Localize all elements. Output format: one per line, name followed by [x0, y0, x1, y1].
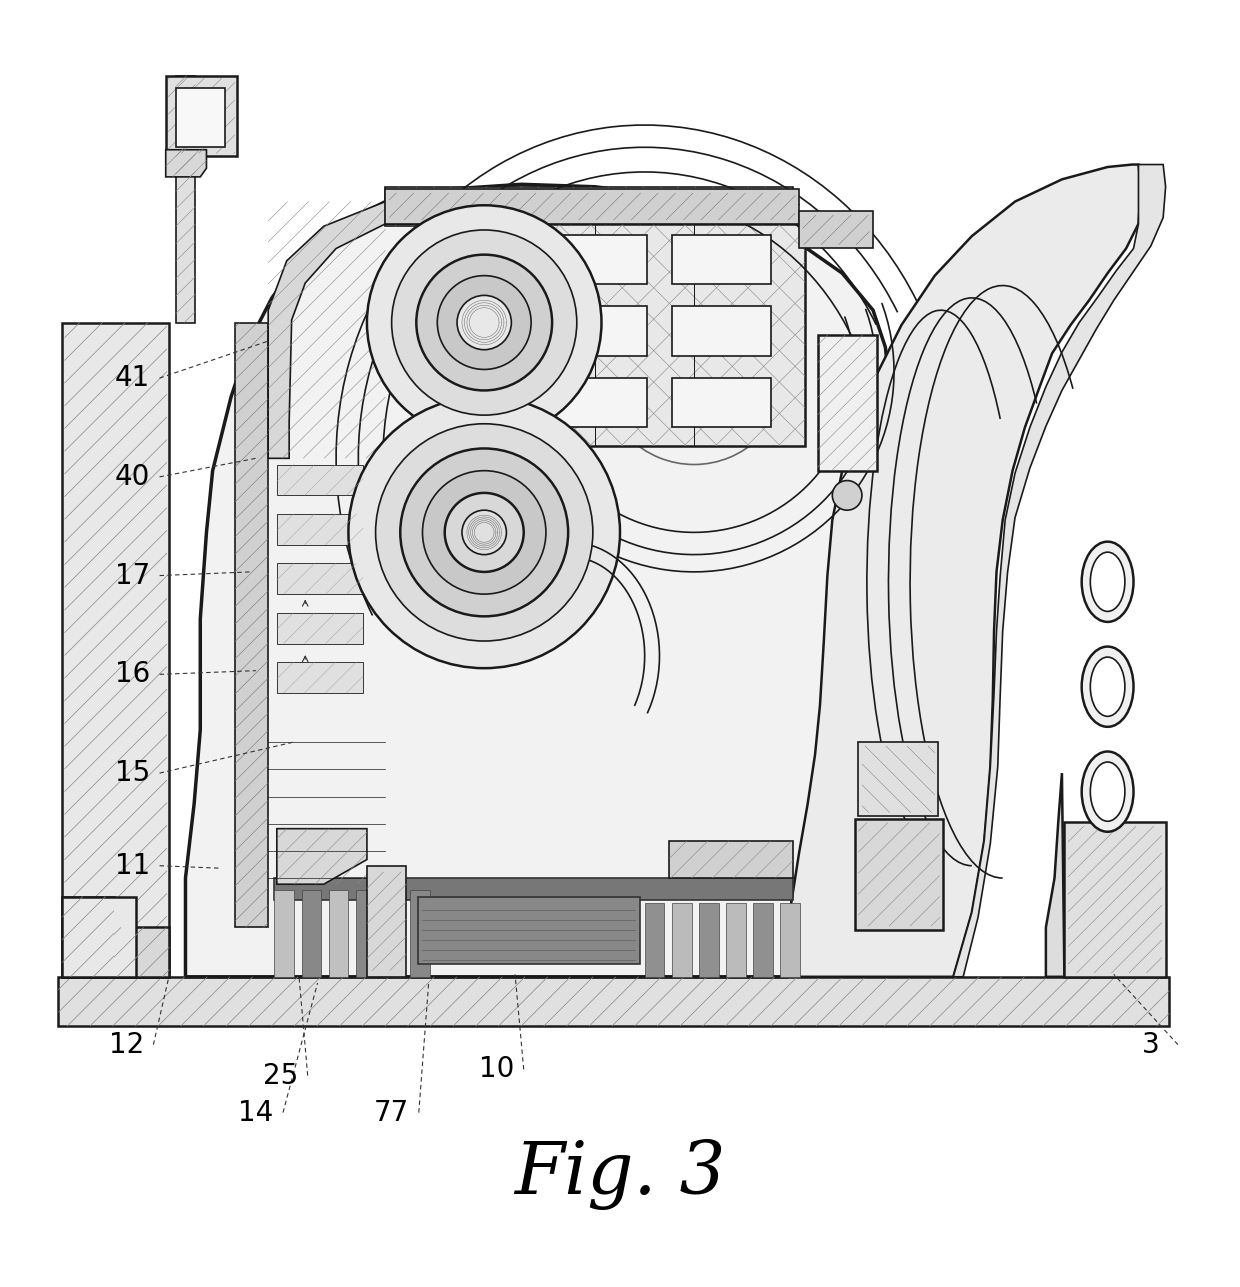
Circle shape: [367, 205, 601, 440]
Text: 17: 17: [115, 561, 150, 589]
Bar: [699, 902, 719, 977]
Circle shape: [417, 255, 552, 390]
Text: 10: 10: [479, 1055, 515, 1084]
Bar: [274, 891, 294, 977]
Bar: [176, 76, 196, 323]
Bar: [62, 323, 170, 977]
Polygon shape: [670, 840, 792, 878]
Bar: [274, 878, 792, 901]
Text: 14: 14: [238, 1099, 274, 1126]
Ellipse shape: [1090, 658, 1125, 717]
Bar: [854, 819, 944, 931]
Bar: [533, 224, 805, 447]
Text: 41: 41: [115, 364, 150, 393]
Bar: [858, 743, 939, 816]
Ellipse shape: [1090, 762, 1125, 821]
Text: 25: 25: [263, 1062, 298, 1090]
Circle shape: [376, 423, 593, 641]
Circle shape: [832, 480, 862, 510]
Circle shape: [463, 510, 506, 555]
Bar: [329, 891, 348, 977]
Polygon shape: [186, 184, 889, 977]
Bar: [356, 891, 376, 977]
Bar: [672, 306, 770, 356]
Polygon shape: [166, 149, 207, 176]
Bar: [548, 236, 647, 284]
Bar: [277, 662, 363, 692]
Text: Fig. 3: Fig. 3: [515, 1139, 725, 1210]
Bar: [645, 902, 665, 977]
Circle shape: [392, 230, 577, 416]
Bar: [672, 902, 692, 977]
Bar: [1064, 822, 1166, 977]
Circle shape: [423, 471, 546, 595]
Bar: [386, 189, 799, 224]
Bar: [754, 902, 773, 977]
Ellipse shape: [1090, 552, 1125, 611]
Bar: [301, 891, 321, 977]
Bar: [166, 76, 237, 156]
Polygon shape: [277, 829, 367, 884]
Bar: [367, 866, 407, 977]
Bar: [672, 236, 770, 284]
Circle shape: [445, 493, 523, 571]
Text: 3: 3: [1142, 1031, 1159, 1059]
Circle shape: [401, 448, 568, 616]
Bar: [548, 306, 647, 356]
Bar: [548, 378, 647, 427]
Bar: [410, 891, 430, 977]
Bar: [58, 977, 1169, 1026]
Polygon shape: [268, 202, 386, 458]
Text: 40: 40: [115, 463, 150, 490]
Polygon shape: [786, 165, 1141, 977]
Bar: [799, 211, 873, 248]
Bar: [176, 88, 224, 147]
Text: 11: 11: [115, 852, 150, 880]
Bar: [62, 897, 136, 977]
Bar: [234, 323, 268, 928]
Circle shape: [348, 396, 620, 668]
Text: 15: 15: [115, 759, 150, 788]
Bar: [418, 897, 640, 964]
Bar: [277, 465, 363, 495]
Bar: [277, 514, 363, 544]
Polygon shape: [62, 897, 170, 977]
Polygon shape: [954, 165, 1166, 977]
Ellipse shape: [1081, 646, 1133, 727]
Bar: [383, 891, 403, 977]
Bar: [277, 613, 363, 644]
Ellipse shape: [1081, 542, 1133, 622]
Circle shape: [438, 275, 531, 369]
Bar: [277, 564, 363, 595]
Bar: [672, 378, 770, 427]
Text: 12: 12: [109, 1031, 144, 1059]
Bar: [817, 335, 877, 471]
Bar: [780, 902, 800, 977]
Polygon shape: [1045, 773, 1064, 977]
Bar: [386, 187, 792, 227]
Bar: [727, 902, 746, 977]
Text: 77: 77: [374, 1099, 409, 1126]
Ellipse shape: [1081, 752, 1133, 831]
Circle shape: [458, 296, 511, 350]
Text: 16: 16: [115, 660, 150, 689]
